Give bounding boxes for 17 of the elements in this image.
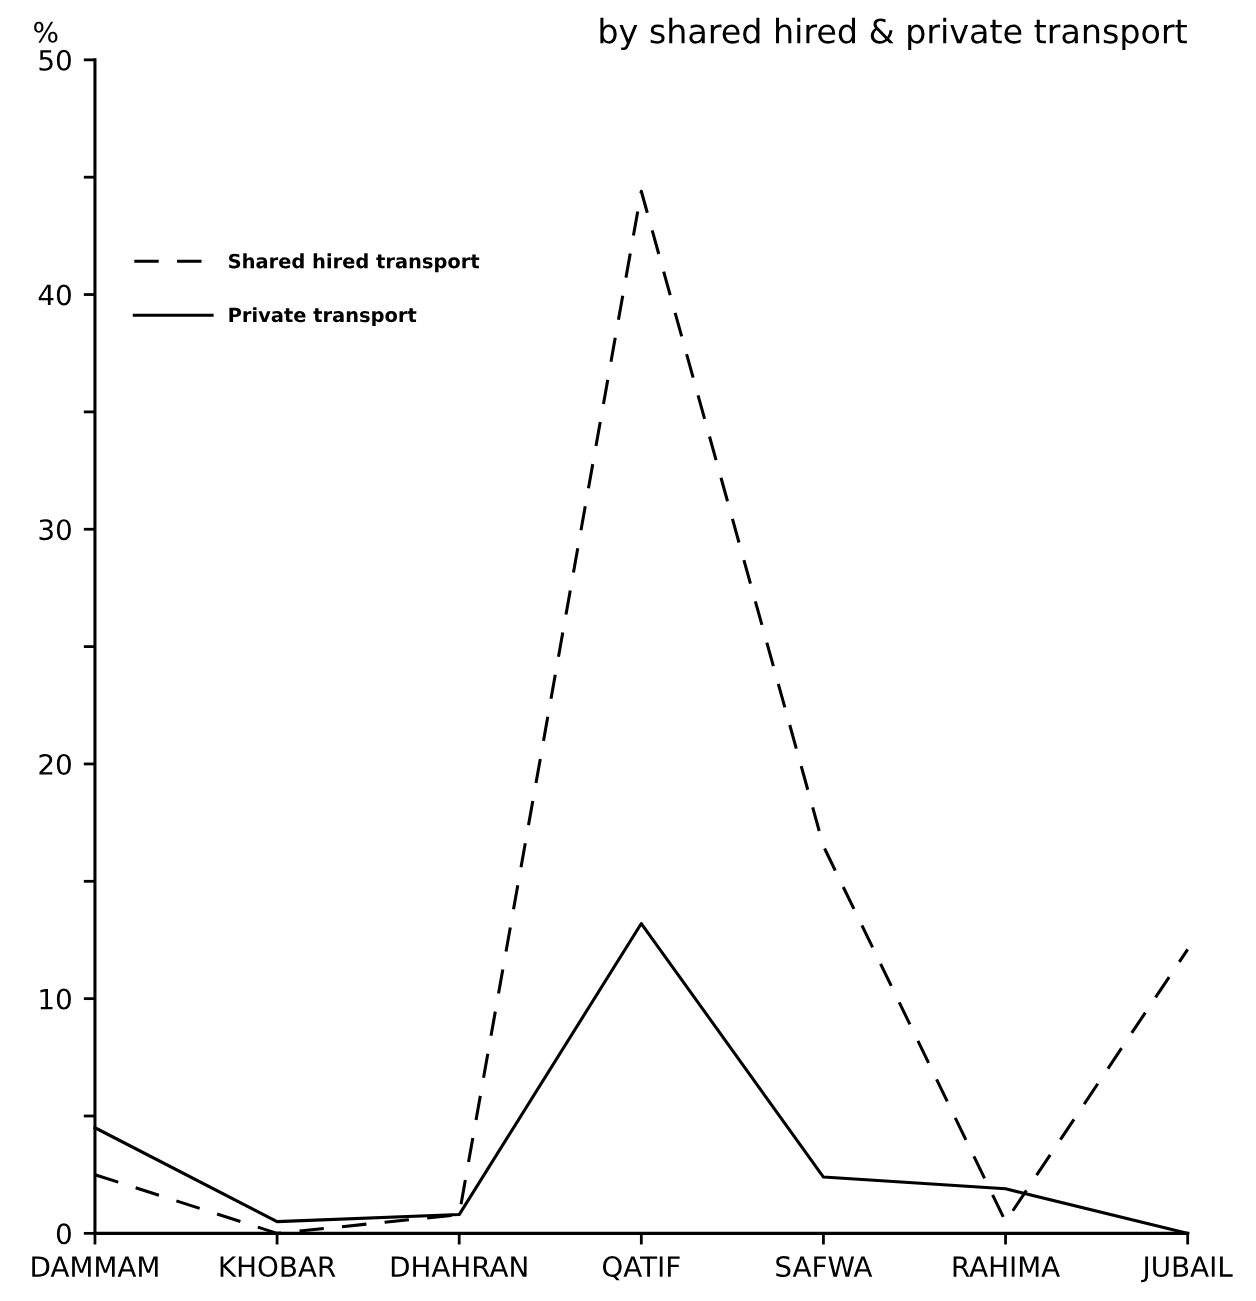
- x-tick-label: DAMMAM: [32, 1256, 158, 1277]
- y-tick-label: 20: [39, 753, 71, 775]
- x-tick-label: JUBAIL: [1141, 1256, 1233, 1283]
- y-tick-label: 0: [56, 1223, 71, 1245]
- x-tick-label: DHAHRAN: [391, 1256, 527, 1277]
- x-tick-label: SAFWA: [776, 1256, 873, 1278]
- legend-label: Private transport: [229, 307, 417, 327]
- y-tick-label: 30: [39, 519, 71, 541]
- y-axis-title: %: [34, 21, 58, 43]
- y-tick-label: 50: [39, 49, 71, 71]
- y-tick-label: 40: [38, 284, 71, 306]
- x-tick-label: KHOBAR: [220, 1256, 336, 1278]
- chart-title: by shared hired & private transport: [600, 17, 1187, 51]
- y-tick-label: 10: [40, 988, 71, 1010]
- x-tick-label: RAHIMA: [953, 1256, 1060, 1277]
- legend-label: Shared hired transport: [229, 253, 480, 273]
- x-tick-label: QATIF: [602, 1256, 680, 1281]
